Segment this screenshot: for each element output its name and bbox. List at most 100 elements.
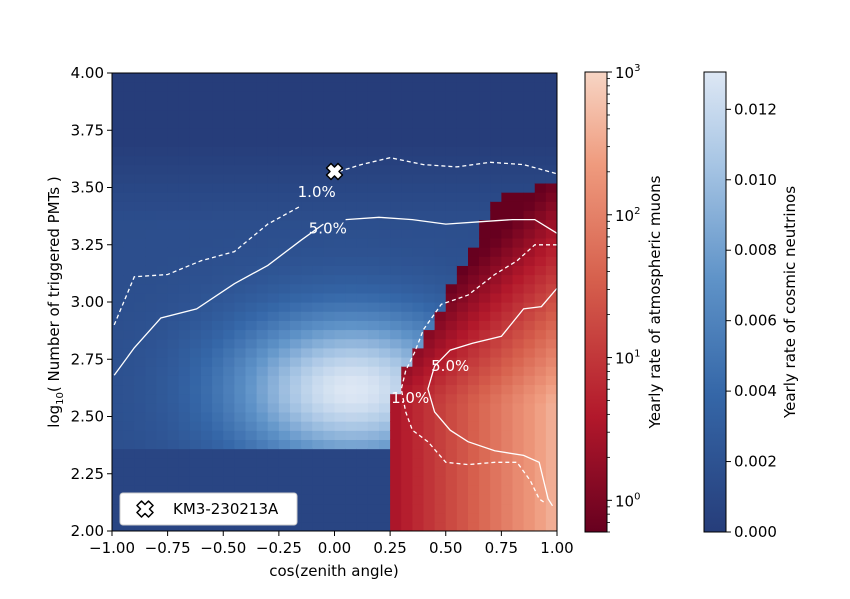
heatmap-cell [534,100,547,111]
heatmap-cell [356,283,369,294]
heatmap-cell [201,338,213,349]
heatmap-cell [112,247,124,257]
heatmap-cell [201,73,213,83]
heatmap-cell [178,521,191,531]
heatmap-cell [512,356,525,367]
heatmap-cell [512,466,525,477]
heatmap-cell [534,457,547,468]
heatmap-cell [156,192,169,202]
heatmap-cell [145,375,158,386]
heatmap-cell [278,100,291,111]
heatmap-cell [345,457,358,468]
heatmap-cell [112,512,124,523]
heatmap-cell [534,247,547,257]
heatmap-cell [134,485,146,495]
heatmap-cell [245,91,258,102]
heatmap-cell [278,356,291,367]
heatmap-cell [290,201,302,211]
heatmap-cell [156,411,169,422]
heatmap-cell [523,118,536,129]
heatmap-cell [523,384,536,395]
heatmap-cell [445,356,458,367]
heatmap-cell [245,228,258,239]
contour-label: 5.0% [431,357,469,375]
heatmap-cell [134,421,146,431]
heatmap-cell [123,457,135,468]
heatmap-cell [490,347,502,358]
heatmap-cell [379,100,391,111]
heatmap-cell [367,457,380,468]
heatmap-cell [189,91,202,102]
heatmap-cell [356,421,369,431]
heatmap-cell [278,329,291,340]
heatmap-cell [145,311,158,321]
heatmap-cell [456,457,469,468]
heatmap-cell [479,192,491,202]
heatmap-cell [189,439,202,450]
heatmap-cell [490,73,502,83]
heatmap-cell [345,494,358,505]
event-marker-shape [325,162,344,181]
heatmap-cell [201,402,213,413]
heatmap-cell [512,137,525,147]
heatmap-cell [345,439,358,450]
heatmap-cell [301,393,313,404]
heatmap-cell [167,155,180,166]
heatmap-cell [545,512,557,523]
heatmap-cell [201,430,213,440]
heatmap-cell [178,320,191,331]
heatmap-cell [290,182,302,193]
heatmap-cell [145,137,158,147]
heatmap-cell [423,311,436,321]
heatmap-cell [256,91,269,102]
heatmap-cell [412,82,425,92]
heatmap-cell [334,485,347,495]
heatmap-cell [323,430,336,440]
heatmap-cell [356,146,369,157]
heatmap-cell [401,256,413,266]
heatmap-cell [301,283,313,294]
heatmap-cell [112,421,124,431]
heatmap-cell [112,466,124,477]
heatmap-cell [445,292,458,303]
heatmap-cell [534,466,547,477]
heatmap-cell [323,201,336,211]
heatmap-cell [412,494,425,505]
heatmap-cell [256,302,269,312]
heatmap-cell [434,283,447,294]
heatmap-cell [523,503,536,514]
heatmap-cell [312,366,324,376]
heatmap-cell [145,320,158,331]
heatmap-cell [334,338,347,349]
heatmap-cell [479,118,491,129]
heatmap-cell [523,292,536,303]
heatmap-cell [201,347,213,358]
heatmap-cell [523,256,536,266]
heatmap-cell [245,485,258,495]
heatmap-cell [312,237,324,248]
heatmap-cell [301,146,313,157]
heatmap-cell [534,366,547,376]
heatmap-cell [234,164,247,175]
heatmap-cell [479,302,491,312]
heatmap-cell [301,182,313,193]
heatmap-cell [334,210,347,221]
heatmap-cell [123,173,135,184]
heatmap-cell [323,448,336,459]
heatmap-cell [390,393,402,404]
heatmap-cell [390,201,402,211]
heatmap-cell [545,338,557,349]
heatmap-cell [201,219,213,230]
heatmap-cell [456,100,469,111]
heatmap-cell [290,274,302,285]
heatmap-cell [445,476,458,486]
heatmap-cell [379,494,391,505]
heatmap-cell [490,439,502,450]
heatmap-cell [412,302,425,312]
x-tick-label: 0.25 [373,539,406,557]
heatmap-cell [212,356,224,367]
heatmap-cell [479,146,491,157]
heatmap-cell [234,247,247,257]
heatmap-cell [134,91,146,102]
heatmap-cell [534,210,547,221]
